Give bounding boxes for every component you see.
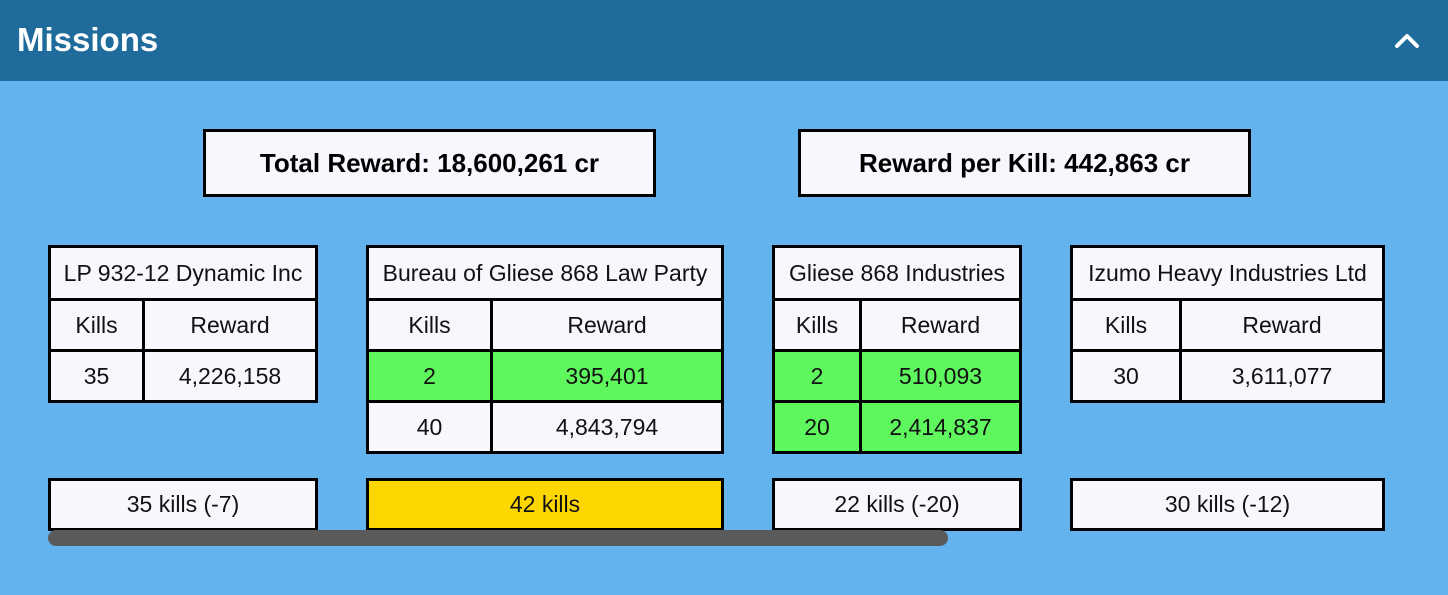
kill-summary-label: 42 kills xyxy=(509,491,581,517)
reward-cell: 2,414,837 xyxy=(862,403,1019,451)
kills-cell: 30 xyxy=(1073,352,1179,400)
kill-summary-label: 30 kills (-12) xyxy=(1164,491,1291,517)
reward-header: Reward xyxy=(1182,301,1382,349)
faction-name: Izumo Heavy Industries Ltd xyxy=(1073,248,1382,298)
faction-card-lp932: LP 932-12 Dynamic Inc Kills Reward 35 4,… xyxy=(48,245,318,403)
table-row: 40 4,843,794 xyxy=(369,403,721,451)
reward-cell: 3,611,077 xyxy=(1182,352,1382,400)
reward-cell: 4,843,794 xyxy=(493,403,721,451)
faction-name: Gliese 868 Industries xyxy=(775,248,1019,298)
faction-name: Bureau of Gliese 868 Law Party xyxy=(369,248,721,298)
kill-summary-lp932[interactable]: 35 kills (-7) xyxy=(48,478,318,531)
kills-header: Kills xyxy=(51,301,142,349)
page-title: Missions xyxy=(17,21,159,58)
kill-summary-bureau-gliese[interactable]: 42 kills xyxy=(366,478,724,531)
kills-header: Kills xyxy=(369,301,490,349)
reward-header: Reward xyxy=(862,301,1019,349)
reward-per-kill-box: Reward per Kill: 442,863 cr xyxy=(798,129,1251,197)
horizontal-scrollbar[interactable] xyxy=(48,530,948,546)
missions-header: Missions xyxy=(0,0,1448,81)
faction-card-izumo: Izumo Heavy Industries Ltd Kills Reward … xyxy=(1070,245,1385,403)
reward-cell: 510,093 xyxy=(862,352,1019,400)
reward-header: Reward xyxy=(493,301,721,349)
reward-per-kill-label: Reward per Kill: 442,863 cr xyxy=(859,147,1190,178)
kill-summary-label: 22 kills (-20) xyxy=(834,491,960,517)
faction-card-bureau-gliese: Bureau of Gliese 868 Law Party Kills Rew… xyxy=(366,245,724,454)
kills-cell: 2 xyxy=(775,352,859,400)
kills-cell: 35 xyxy=(51,352,142,400)
kill-summary-izumo[interactable]: 30 kills (-12) xyxy=(1070,478,1385,531)
kills-cell: 40 xyxy=(369,403,490,451)
kills-cell: 20 xyxy=(775,403,859,451)
table-row: 20 2,414,837 xyxy=(775,403,1019,451)
reward-header: Reward xyxy=(145,301,315,349)
kill-summary-label: 35 kills (-7) xyxy=(126,491,240,517)
table-row: 30 3,611,077 xyxy=(1073,352,1382,400)
kill-summary-gliese-industries[interactable]: 22 kills (-20) xyxy=(772,478,1022,531)
kills-header: Kills xyxy=(775,301,859,349)
faction-card-gliese-industries: Gliese 868 Industries Kills Reward 2 510… xyxy=(772,245,1022,454)
reward-cell: 4,226,158 xyxy=(145,352,315,400)
kills-header: Kills xyxy=(1073,301,1179,349)
chevron-up-icon[interactable] xyxy=(1390,24,1424,58)
faction-name: LP 932-12 Dynamic Inc xyxy=(51,248,315,298)
kills-cell: 2 xyxy=(369,352,490,400)
table-row: 35 4,226,158 xyxy=(51,352,315,400)
table-row: 2 395,401 xyxy=(369,352,721,400)
reward-cell: 395,401 xyxy=(493,352,721,400)
total-reward-box: Total Reward: 18,600,261 cr xyxy=(203,129,656,197)
table-row: 2 510,093 xyxy=(775,352,1019,400)
total-reward-label: Total Reward: 18,600,261 cr xyxy=(259,147,600,178)
